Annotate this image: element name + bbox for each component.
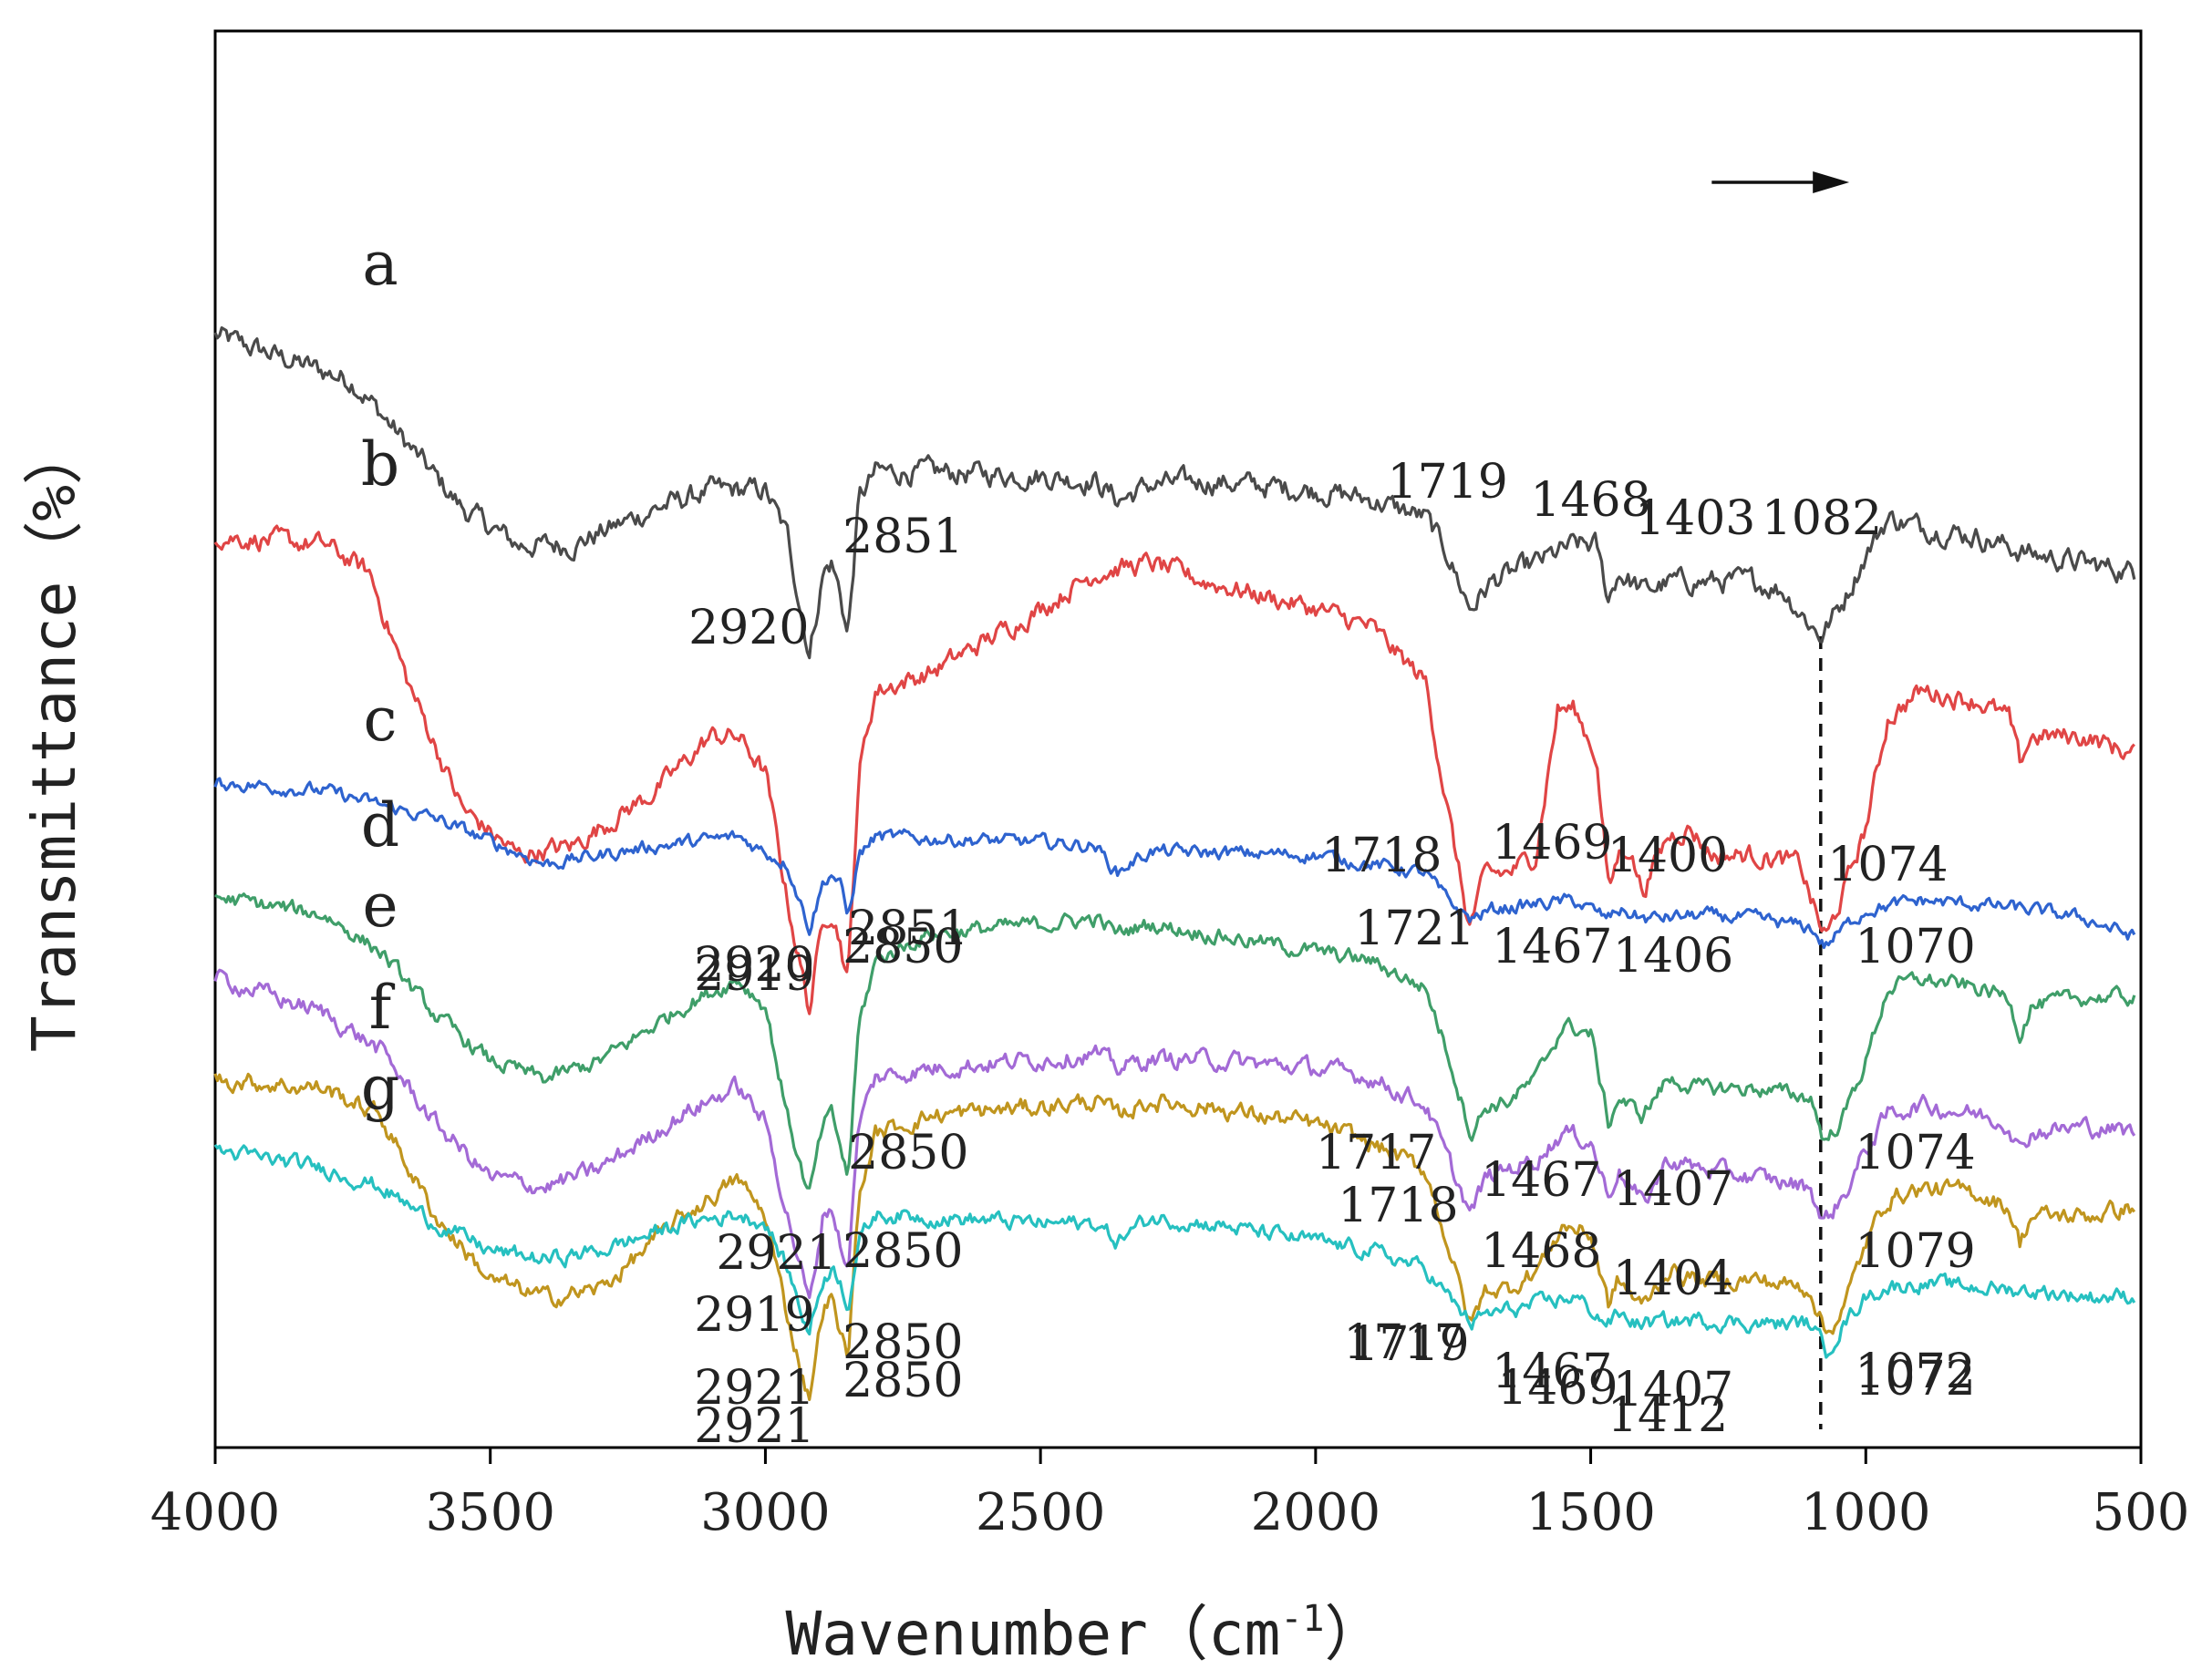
- y-axis-label: Transmittance（%）: [19, 425, 89, 1052]
- peak-label-d-1407: 1407: [1613, 1162, 1733, 1217]
- peak-label-f-1719: 1719: [1349, 1317, 1469, 1372]
- curve-label-a: a: [362, 229, 398, 299]
- peak-label-g-1469: 1469: [1497, 1361, 1618, 1416]
- x-tick-label-3000: 3000: [700, 1483, 831, 1542]
- peak-label-a-1082: 1082: [1762, 491, 1882, 546]
- peak-label-b-2850: 2850: [843, 920, 963, 974]
- series-line-c: [213, 777, 2136, 950]
- peak-label-d-1467: 1467: [1481, 1153, 1601, 1208]
- peak-label-g-1717: 1717: [1343, 1315, 1463, 1370]
- peak-label-c-1400: 1400: [1608, 829, 1728, 883]
- peak-label-e-2919: 2919: [694, 1288, 814, 1343]
- series-line-a: [213, 326, 2136, 660]
- peak-label-a-2920: 2920: [688, 601, 809, 655]
- peak-label-g-2850: 2850: [843, 1315, 963, 1370]
- x-tick-label-500: 500: [2093, 1483, 2190, 1542]
- curve-label-g: g: [361, 1053, 399, 1123]
- peak-label-e-1404: 1404: [1613, 1252, 1733, 1306]
- peak-label-g-1072: 1072: [1855, 1352, 1975, 1407]
- peak-label-b-1070: 1070: [1855, 920, 1975, 974]
- peak-label-c-1469: 1469: [1492, 816, 1612, 871]
- peak-label-b-2919: 2919: [694, 947, 814, 1002]
- series-line-e: [213, 968, 2136, 1299]
- peak-label-a-1403: 1403: [1635, 491, 1755, 546]
- x-axis-label: Wavenumber（cm-1）: [786, 1598, 1385, 1669]
- peak-label-c-1718: 1718: [1321, 829, 1442, 883]
- peak-label-e-1718: 1718: [1338, 1179, 1458, 1233]
- peak-label-d-1717: 1717: [1316, 1126, 1436, 1180]
- peak-label-f-1467: 1467: [1492, 1345, 1612, 1399]
- x-axis-label-main: Wavenumber（cm: [786, 1599, 1281, 1669]
- peak-label-b-1406: 1406: [1613, 929, 1733, 984]
- plot-frame: [213, 29, 2143, 1449]
- peak-label-f-1072: 1072: [1855, 1345, 1975, 1399]
- peak-label-e-1468: 1468: [1481, 1224, 1601, 1279]
- x-axis-ticks: 4000 3500 3000 2500 2000 1500 1000 500: [150, 1448, 2190, 1542]
- peak-label-g-2921: 2921: [694, 1361, 814, 1416]
- peak-label-e-2850: 2850: [843, 1224, 963, 1279]
- series-line-d: [214, 892, 2136, 1190]
- peak-label-c-2920: 2920: [694, 938, 814, 993]
- direction-arrow: [1711, 171, 1850, 193]
- x-axis-label-sup: -1: [1280, 1598, 1324, 1640]
- curve-label-f: f: [369, 973, 396, 1043]
- peak-label-c-2851: 2851: [848, 902, 968, 956]
- peak-label-b-1721: 1721: [1354, 902, 1474, 956]
- peak-label-a-2851: 2851: [843, 510, 963, 564]
- series-line-g: [213, 1143, 2136, 1359]
- peak-label-b-1467: 1467: [1492, 920, 1612, 974]
- x-tick-label-4000: 4000: [150, 1483, 281, 1542]
- x-axis-label-close: ）: [1325, 1599, 1385, 1669]
- peak-label-e-1079: 1079: [1855, 1224, 1975, 1279]
- peak-label-d-1074: 1074: [1855, 1126, 1975, 1180]
- series-layer: [213, 326, 2136, 1401]
- arrow-head: [1813, 171, 1850, 193]
- peak-label-g-1412: 1412: [1608, 1388, 1728, 1443]
- x-tick-label-2000: 2000: [1251, 1483, 1381, 1542]
- series-line-b: [213, 524, 2135, 1015]
- peak-label-f-2850: 2850: [843, 1354, 963, 1408]
- curve-label-e: e: [362, 871, 398, 941]
- curve-label-b: b: [361, 429, 399, 500]
- peak-label-a-1719: 1719: [1388, 455, 1508, 510]
- peak-label-f-1407: 1407: [1613, 1363, 1733, 1417]
- curve-label-d: d: [361, 790, 399, 861]
- peak-label-d-2921: 2921: [716, 1226, 836, 1281]
- x-tick-label-1000: 1000: [1801, 1483, 1931, 1542]
- series-line-f: [213, 1072, 2136, 1401]
- curve-label-c: c: [364, 685, 398, 755]
- peak-label-a-1468: 1468: [1530, 473, 1650, 528]
- x-tick-label-1500: 1500: [1525, 1483, 1656, 1542]
- peak-label-d-2850: 2850: [848, 1126, 968, 1180]
- x-tick-label-2500: 2500: [976, 1483, 1106, 1542]
- peak-label-c-1074: 1074: [1827, 838, 1948, 892]
- x-tick-label-3500: 3500: [425, 1483, 555, 1542]
- peak-label-f-2921: 2921: [694, 1399, 814, 1454]
